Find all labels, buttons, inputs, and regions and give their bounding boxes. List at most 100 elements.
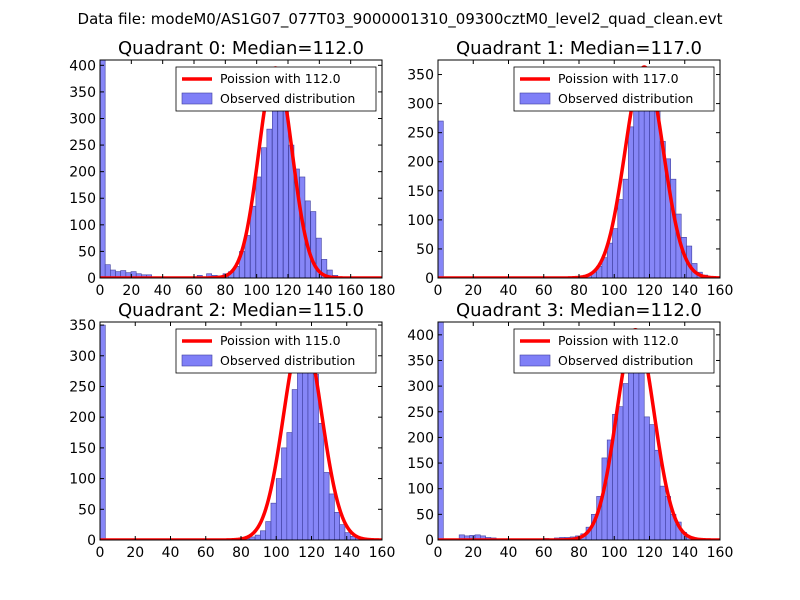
quadrant-3-bar-27	[649, 424, 656, 540]
quadrant-3-title: Quadrant 3: Median=112.0	[456, 300, 702, 321]
quadrant-1-xtick-label: 80	[570, 283, 588, 299]
quadrant-0-axes-frame	[99, 59, 383, 279]
quadrant-3-bar-26	[643, 416, 650, 540]
quadrant-0-xtick-label: 160	[337, 283, 364, 299]
quadrant-1-bar-16	[649, 91, 656, 278]
quadrant-2-ytick-label: 200	[69, 410, 96, 426]
quadrant-0-ytick-label: 200	[69, 165, 96, 181]
quadrant-2-bar-18	[334, 512, 341, 540]
quadrant-0-bar-32	[321, 259, 328, 278]
quadrant-3-ytick-label: 50	[416, 507, 434, 523]
quadrant-3-xtick-label: 40	[500, 545, 518, 561]
quadrant-0-ytick-label: 300	[69, 111, 96, 127]
quadrant-1-xtick-label: 0	[434, 283, 443, 299]
quadrant-2-ytick-label: 300	[69, 349, 96, 365]
quadrant-3-bar-21	[617, 406, 624, 540]
quadrant-1-xtick-label: 20	[464, 283, 482, 299]
quadrant-2-legend: Poission with 115.0 Observed distribution	[175, 328, 377, 374]
quadrant-3-bar-29	[659, 485, 666, 540]
quadrant-1-ytick-label: 350	[407, 68, 434, 84]
quadrant-3-xtick-label: 160	[707, 545, 734, 561]
quadrant-1-bar-9	[612, 228, 619, 278]
quadrant-2-ytick-label: 0	[87, 533, 96, 549]
quadrant-0-legend: Poission with 112.0 Observed distribution	[175, 66, 377, 112]
quadrant-2-bar-8	[281, 447, 288, 540]
quadrant-0-xtick-label: 120	[275, 283, 302, 299]
quadrant-2-bar-0	[100, 324, 106, 540]
quadrant-0-ytick-label: 150	[69, 191, 96, 207]
quadrant-3-chart: 0 20 40 60 80 100 120 140 160 0 50 100 150 200 250 300 3…	[407, 300, 733, 561]
quadrant-2-xtick-label: 100	[263, 545, 290, 561]
quadrant-1-ytick-label: 150	[407, 184, 434, 200]
quadrant-1-xtick-label: 140	[671, 283, 698, 299]
quadrant-0-ytick-label: 0	[87, 271, 96, 287]
quadrant-2-bar-7	[275, 478, 282, 540]
quadrant-3-bar-28	[654, 449, 661, 540]
quadrant-0-legend-poisson-label: Poission with 112.0	[220, 71, 341, 86]
quadrant-2-ytick-label: 100	[69, 472, 96, 488]
quadrant-0-legend-hist-label: Observed distribution	[220, 91, 355, 106]
quadrant-0-xtick-label: 60	[185, 283, 203, 299]
quadrant-1-ytick-label: 50	[416, 242, 434, 258]
quadrant-1-chart: 0 20 40 60 80 100 120 140 160 0 50 100 150 200 250 300 3…	[407, 38, 733, 299]
quadrant-3-ytick-label: 150	[407, 456, 434, 472]
quadrant-1-legend-hist-label: Observed distribution	[558, 91, 693, 106]
quadrant-2-plot-area	[100, 324, 382, 540]
quadrant-0-bar-30	[310, 211, 317, 278]
quadrant-3-xtick-label: 140	[671, 545, 698, 561]
quadrant-3-legend-hist-label: Observed distribution	[558, 353, 693, 368]
quadrant-0-xtick-label: 40	[154, 283, 172, 299]
quadrant-0-xtick-label: 180	[369, 283, 396, 299]
quadrant-1-xtick-label: 40	[500, 283, 518, 299]
quadrant-3-legend-bar-swatch	[519, 354, 551, 367]
quadrant-2-bar-9	[286, 432, 293, 540]
quadrant-2-xtick-label: 80	[232, 545, 250, 561]
quadrant-3-ytick-label: 250	[407, 405, 434, 421]
quadrant-2-ytick-label: 50	[78, 502, 96, 518]
quadrant-2-bar-5	[265, 521, 272, 540]
quadrant-3-xtick-label: 60	[535, 545, 553, 561]
quadrant-2-bar-20	[344, 532, 351, 540]
quadrant-0-bar-0	[100, 60, 106, 278]
quadrant-2-bar-3	[254, 534, 261, 540]
figure-title: Data file: modeM0/AS1G07_077T03_90000013…	[78, 10, 723, 29]
quadrant-2-legend-hist-label: Observed distribution	[220, 353, 355, 368]
quadrant-0-ytick-label: 250	[69, 138, 96, 154]
quadrant-1-legend: Poission with 117.0 Observed distribution	[513, 66, 715, 112]
quadrant-1-title: Quadrant 1: Median=117.0	[456, 38, 702, 59]
quadrant-0-bar-27	[293, 168, 300, 278]
quadrant-0-bar-20	[255, 176, 262, 278]
quadrant-2-bar-6	[270, 502, 277, 540]
quadrant-0-xtick-label: 0	[96, 283, 105, 299]
quadrant-2-ytick-label: 250	[69, 379, 96, 395]
quadrant-2-xtick-label: 160	[369, 545, 396, 561]
quadrant-0-ytick-label: 400	[69, 58, 96, 74]
quadrant-0-legend-bar-swatch	[181, 92, 213, 105]
quadrant-2-bar-19	[339, 524, 346, 540]
quadrant-3-bar-0	[438, 322, 444, 540]
quadrant-0-ytick-label: 350	[69, 85, 96, 101]
quadrant-1-xtick-label: 120	[636, 283, 663, 299]
quadrant-0-bar-23	[272, 91, 278, 278]
quadrant-1-ytick-label: 100	[407, 213, 434, 229]
quadrant-0-title: Quadrant 0: Median=112.0	[118, 38, 364, 59]
quadrant-2-bar-16	[323, 472, 330, 540]
quadrant-2-title: Quadrant 2: Median=115.0	[118, 300, 364, 321]
quadrant-3-legend: Poission with 112.0 Observed distribution	[513, 328, 715, 374]
quadrant-2-ytick-label: 350	[69, 318, 96, 334]
quadrant-0-xtick-label: 140	[306, 283, 333, 299]
quadrant-2-bar-15	[318, 423, 325, 540]
quadrant-3-bar-25	[638, 360, 645, 540]
quadrant-0-bar-1	[104, 264, 111, 278]
quadrant-2-ytick-label: 150	[69, 441, 96, 457]
quadrant-3-xtick-label: 120	[636, 545, 663, 561]
quadrant-3-legend-poisson-label: Poission with 112.0	[558, 333, 679, 348]
quadrant-1-ytick-label: 300	[407, 97, 434, 113]
quadrant-0-chart: 0 20 40 60 80 100 120 140 160 180 0 50 100 150 200 250 3…	[69, 38, 395, 299]
quadrant-0-bar-19	[250, 205, 256, 278]
quadrant-3-ytick-label: 350	[407, 353, 434, 369]
quadrant-1-xtick-label: 160	[707, 283, 734, 299]
quadrant-0-xtick-label: 80	[216, 283, 234, 299]
quadrant-3-ytick-label: 0	[425, 533, 434, 549]
